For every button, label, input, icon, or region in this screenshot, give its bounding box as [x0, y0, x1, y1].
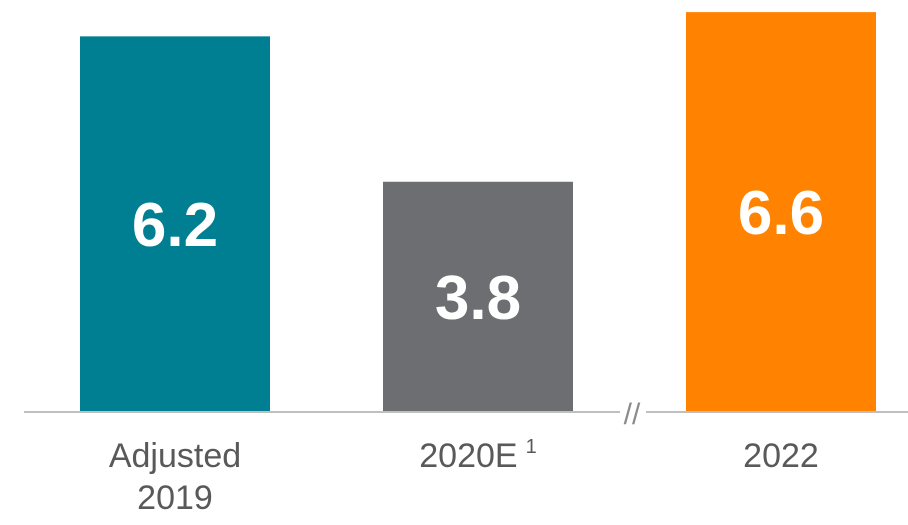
category-label-1-line-0: 2020E 1 — [419, 436, 536, 475]
bar-0 — [80, 36, 270, 413]
category-label-0-line-1: 2019 — [137, 479, 213, 517]
axis-break-gap — [620, 405, 646, 419]
category-label-0-line-0: Adjusted — [109, 437, 241, 475]
value-label-1: 3.8 — [435, 264, 521, 333]
bar-1 — [383, 181, 573, 412]
axis-break: // — [620, 398, 646, 431]
bar-2 — [686, 12, 876, 413]
axis-break-mark: // — [624, 398, 641, 431]
labels-layer: 6.2 Adjusted 2019 3.8 2020E 1 6.6 2022 — [109, 179, 824, 517]
value-label-2: 6.6 — [738, 179, 824, 248]
bars-layer — [80, 12, 876, 413]
category-label-2-line-0: 2022 — [743, 437, 819, 475]
footnote-marker-1: 1 — [526, 436, 537, 458]
value-label-0: 6.2 — [132, 191, 218, 260]
